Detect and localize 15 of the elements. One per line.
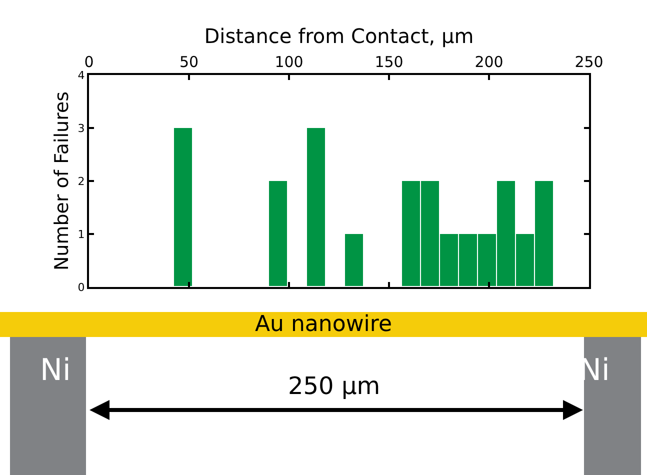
y-tick-label: 1 [78, 228, 85, 241]
y-axis-title: Number of Failures [51, 91, 74, 271]
x-tick-label: 250 [574, 53, 604, 71]
x-tick-label: 50 [179, 53, 199, 71]
x-axis-title: Distance from Contact, µm [204, 24, 474, 48]
x-tick-label: 100 [274, 53, 304, 71]
text: Au nanowire [255, 312, 392, 337]
x-tick-label: 150 [374, 53, 404, 71]
text: Ni [40, 353, 71, 388]
y-tick-label: 4 [78, 68, 85, 82]
y-tick-label: 0 [78, 280, 85, 294]
y-tick-label: 3 [78, 122, 85, 135]
text: 250 µm [288, 372, 380, 400]
x-tick-label: 200 [474, 53, 504, 71]
y-tick-label: 2 [78, 174, 85, 188]
